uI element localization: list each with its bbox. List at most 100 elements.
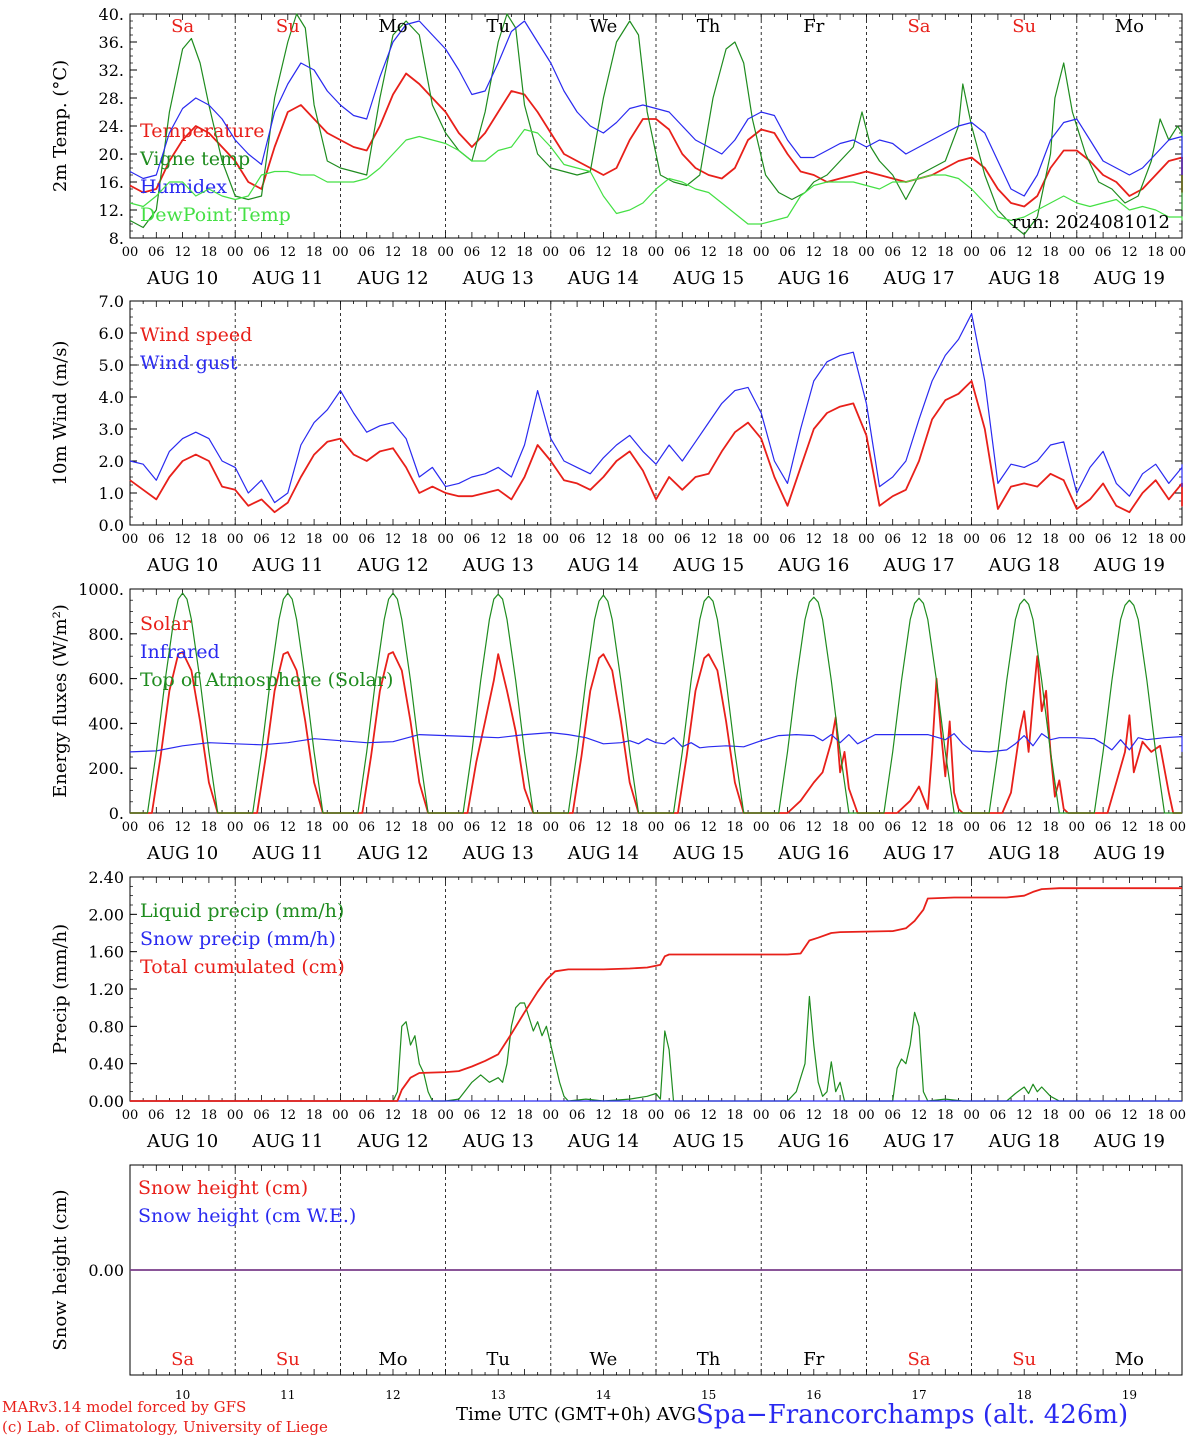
x-tick-label: 18: [727, 820, 744, 835]
series-line-lightgreen: [129, 128, 1183, 225]
day-of-week-label: Th: [697, 1349, 721, 1370]
x-tick-label: 12: [806, 820, 823, 835]
x-tick-label: 12: [1016, 245, 1033, 260]
series-line-red: [130, 887, 1182, 1102]
x-tick-label: 06: [990, 1108, 1007, 1123]
run-label: run: 2024081012: [1012, 212, 1170, 233]
date-label: AUG 14: [567, 843, 639, 864]
x-tick-label: 12: [806, 532, 823, 547]
x-tick-label: 00: [858, 532, 875, 547]
x-tick-label: 12: [806, 245, 823, 260]
x-tick-label: 18: [621, 245, 638, 260]
x-tick-label: 00: [963, 532, 980, 547]
x-tick-label: 18: [727, 532, 744, 547]
x-tick-label: 00: [648, 1108, 665, 1123]
x-tick-label: 18: [516, 820, 533, 835]
chart-panel-3: 0. 200. 400. 600. 800. 1000. Energy fluxes (W/…: [50, 580, 1186, 864]
x-tick-label: 18: [411, 1108, 428, 1123]
legend-entry: Snow height (cm): [138, 1177, 308, 1199]
x-tick-label: 06: [884, 532, 901, 547]
x-tick-label: 12: [385, 1108, 402, 1123]
y-tick-label: 36.: [99, 33, 124, 52]
day-of-week-label: Sa: [171, 1349, 194, 1370]
day-number-label: 13: [491, 1388, 506, 1402]
y-axis-label: Snow height (cm): [50, 1189, 71, 1350]
day-number-label: 10: [175, 1388, 190, 1402]
x-tick-label: 12: [700, 820, 717, 835]
date-label: AUG 18: [988, 1131, 1060, 1152]
day-of-week-label: We: [590, 1349, 618, 1370]
y-tick-label: 1.0: [99, 484, 124, 503]
date-label: AUG 11: [251, 268, 323, 289]
x-tick-label: 18: [306, 532, 323, 547]
x-tick-label: 18: [727, 245, 744, 260]
y-tick-label: 0.00: [88, 1092, 124, 1111]
x-tick-label: 18: [306, 820, 323, 835]
x-tick-label: 12: [595, 820, 612, 835]
x-tick-label: 00: [227, 532, 244, 547]
y-tick-label: 20.: [99, 145, 124, 164]
x-tick-label: 00: [543, 245, 560, 260]
x-tick-label: 06: [990, 820, 1007, 835]
y-tick-label: 16.: [99, 173, 124, 192]
day-of-week-label: Su: [276, 16, 300, 37]
x-tick-label: 00: [1069, 820, 1086, 835]
x-tick-label: 12: [700, 532, 717, 547]
x-tick-label: 12: [595, 245, 612, 260]
legend-entry: Wind speed: [140, 324, 252, 346]
date-label: AUG 12: [356, 843, 428, 864]
y-tick-label: 0.0: [99, 516, 124, 535]
date-label: AUG 17: [882, 843, 954, 864]
y-tick-label: 32.: [99, 61, 124, 80]
x-tick-label: 06: [779, 1108, 796, 1123]
plot-frame: [129, 588, 1183, 814]
day-number-label: 19: [1122, 1388, 1137, 1402]
x-tick-label: 00: [858, 1108, 875, 1123]
x-tick-label: 18: [1042, 532, 1059, 547]
x-tick-label: 06: [779, 532, 796, 547]
x-tick-label: 00: [122, 1108, 139, 1123]
date-label: AUG 14: [567, 555, 639, 576]
date-label: AUG 11: [251, 843, 323, 864]
legend-entry: Snow height (cm W.E.): [138, 1205, 356, 1227]
y-tick-label: 1000.: [78, 580, 124, 599]
y-axis-label: Precip (mm/h): [50, 924, 71, 1054]
x-tick-label: 12: [1016, 820, 1033, 835]
x-tick-label: 12: [911, 245, 928, 260]
x-tick-label: 18: [621, 820, 638, 835]
series-line-green: [129, 13, 1183, 236]
day-of-week-label: We: [590, 16, 618, 37]
series-line-blue: [129, 731, 1183, 753]
x-tick-label: 12: [280, 820, 297, 835]
y-tick-label: 12.: [99, 201, 124, 220]
x-tick-label: 00: [1169, 245, 1186, 260]
x-tick-label: 18: [937, 245, 954, 260]
date-label: AUG 10: [146, 555, 218, 576]
x-tick-label: 12: [911, 532, 928, 547]
date-label: AUG 18: [988, 555, 1060, 576]
date-label: AUG 10: [146, 1131, 218, 1152]
x-tick-label: 12: [490, 820, 507, 835]
credit-line-1: MARv3.14 model forced by GFS: [2, 1398, 247, 1416]
x-tick-label: 18: [201, 820, 218, 835]
x-tick-label: 18: [832, 1108, 849, 1123]
date-label: AUG 13: [462, 1131, 534, 1152]
day-of-week-label: Su: [1012, 1349, 1036, 1370]
y-tick-label: 1.20: [88, 980, 124, 999]
x-tick-label: 18: [201, 532, 218, 547]
x-tick-label: 06: [569, 820, 586, 835]
x-tick-label: 12: [1121, 1108, 1138, 1123]
x-tick-label: 06: [358, 245, 375, 260]
x-tick-label: 06: [569, 532, 586, 547]
x-tick-label: 12: [280, 532, 297, 547]
x-tick-label: 12: [174, 1108, 191, 1123]
day-of-week-label: Th: [697, 16, 721, 37]
x-tick-label: 18: [1147, 532, 1164, 547]
x-tick-label: 06: [464, 820, 481, 835]
date-label: AUG 18: [988, 268, 1060, 289]
x-tick-label: 06: [148, 1108, 165, 1123]
x-tick-label: 18: [937, 532, 954, 547]
x-tick-label: 00: [227, 820, 244, 835]
x-tick-label: 18: [516, 1108, 533, 1123]
x-tick-label: 18: [621, 1108, 638, 1123]
